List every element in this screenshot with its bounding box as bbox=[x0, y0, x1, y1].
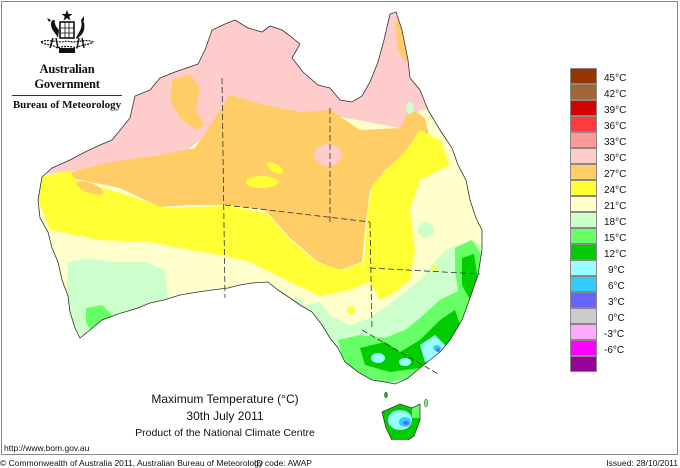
map-product: Product of the National Climate Centre bbox=[135, 427, 315, 439]
legend-swatch bbox=[570, 148, 597, 164]
legend-label: 6°C bbox=[608, 281, 625, 292]
mainland-temperature-field bbox=[38, 12, 482, 384]
legend-label: 30°C bbox=[604, 153, 627, 164]
legend-label: 15°C bbox=[604, 233, 627, 244]
coat-of-arms-icon bbox=[39, 10, 95, 53]
legend-label: 33°C bbox=[604, 137, 627, 148]
legend-label: 21°C bbox=[604, 201, 627, 212]
legend-swatch bbox=[570, 212, 597, 228]
legend-label: 36°C bbox=[604, 121, 627, 132]
legend-swatch bbox=[570, 132, 597, 148]
legend-swatch bbox=[570, 84, 597, 100]
legend-swatch bbox=[570, 244, 597, 260]
bom-url-link[interactable]: http://www.bom.gov.au bbox=[4, 443, 90, 453]
legend-swatch bbox=[570, 308, 597, 324]
legend-label: -3°C bbox=[604, 329, 625, 340]
legend-label: 42°C bbox=[604, 89, 627, 100]
legend-swatch bbox=[570, 180, 597, 196]
legend-label: 27°C bbox=[604, 169, 627, 180]
legend-label: 12°C bbox=[604, 249, 627, 260]
tasmania-coastline bbox=[381, 403, 421, 440]
legend-swatch bbox=[570, 276, 597, 292]
legend-label: 0°C bbox=[608, 313, 625, 324]
legend-label: 9°C bbox=[608, 265, 625, 276]
organisation-name: Australian Government bbox=[34, 62, 100, 91]
legend-label: 45°C bbox=[604, 73, 627, 84]
temperature-map bbox=[37, 11, 483, 440]
legend-label: 39°C bbox=[604, 105, 627, 116]
legend-swatch bbox=[570, 260, 597, 276]
legend-label: 3°C bbox=[608, 297, 625, 308]
legend-swatch bbox=[570, 100, 597, 116]
legend-swatch bbox=[570, 68, 597, 84]
map-date: 30th July 2011 bbox=[186, 409, 264, 423]
legend-swatch bbox=[570, 116, 597, 132]
legend-swatch bbox=[570, 228, 597, 244]
bom-logo: Australian Government Bureau of Meteorol… bbox=[8, 8, 126, 111]
copyright-notice: © Commonwealth of Australia 2011, Austra… bbox=[0, 458, 264, 468]
legend-swatch bbox=[570, 356, 597, 372]
legend-swatch bbox=[570, 196, 597, 212]
legend-swatch bbox=[570, 164, 597, 180]
legend-swatch bbox=[570, 292, 597, 308]
map-title: Maximum Temperature (°C) bbox=[151, 392, 299, 406]
logo-divider bbox=[12, 95, 122, 96]
legend-label: -6°C bbox=[604, 345, 625, 356]
map-title-block: Maximum Temperature (°C) 30th July 2011 … bbox=[130, 390, 320, 441]
legend-label: 24°C bbox=[604, 185, 627, 196]
australia-coastline bbox=[37, 11, 483, 385]
bureau-name: Bureau of Meteorology bbox=[12, 99, 122, 111]
tasmania-temperature-field bbox=[382, 404, 420, 440]
id-code: ID code: AWAP bbox=[254, 458, 312, 468]
legend-swatch bbox=[570, 324, 597, 340]
state-borders bbox=[221, 77, 481, 376]
legend-label: 18°C bbox=[604, 217, 627, 228]
legend-swatch bbox=[570, 340, 597, 356]
issued-date: Issued: 28/10/2011 bbox=[606, 458, 678, 468]
